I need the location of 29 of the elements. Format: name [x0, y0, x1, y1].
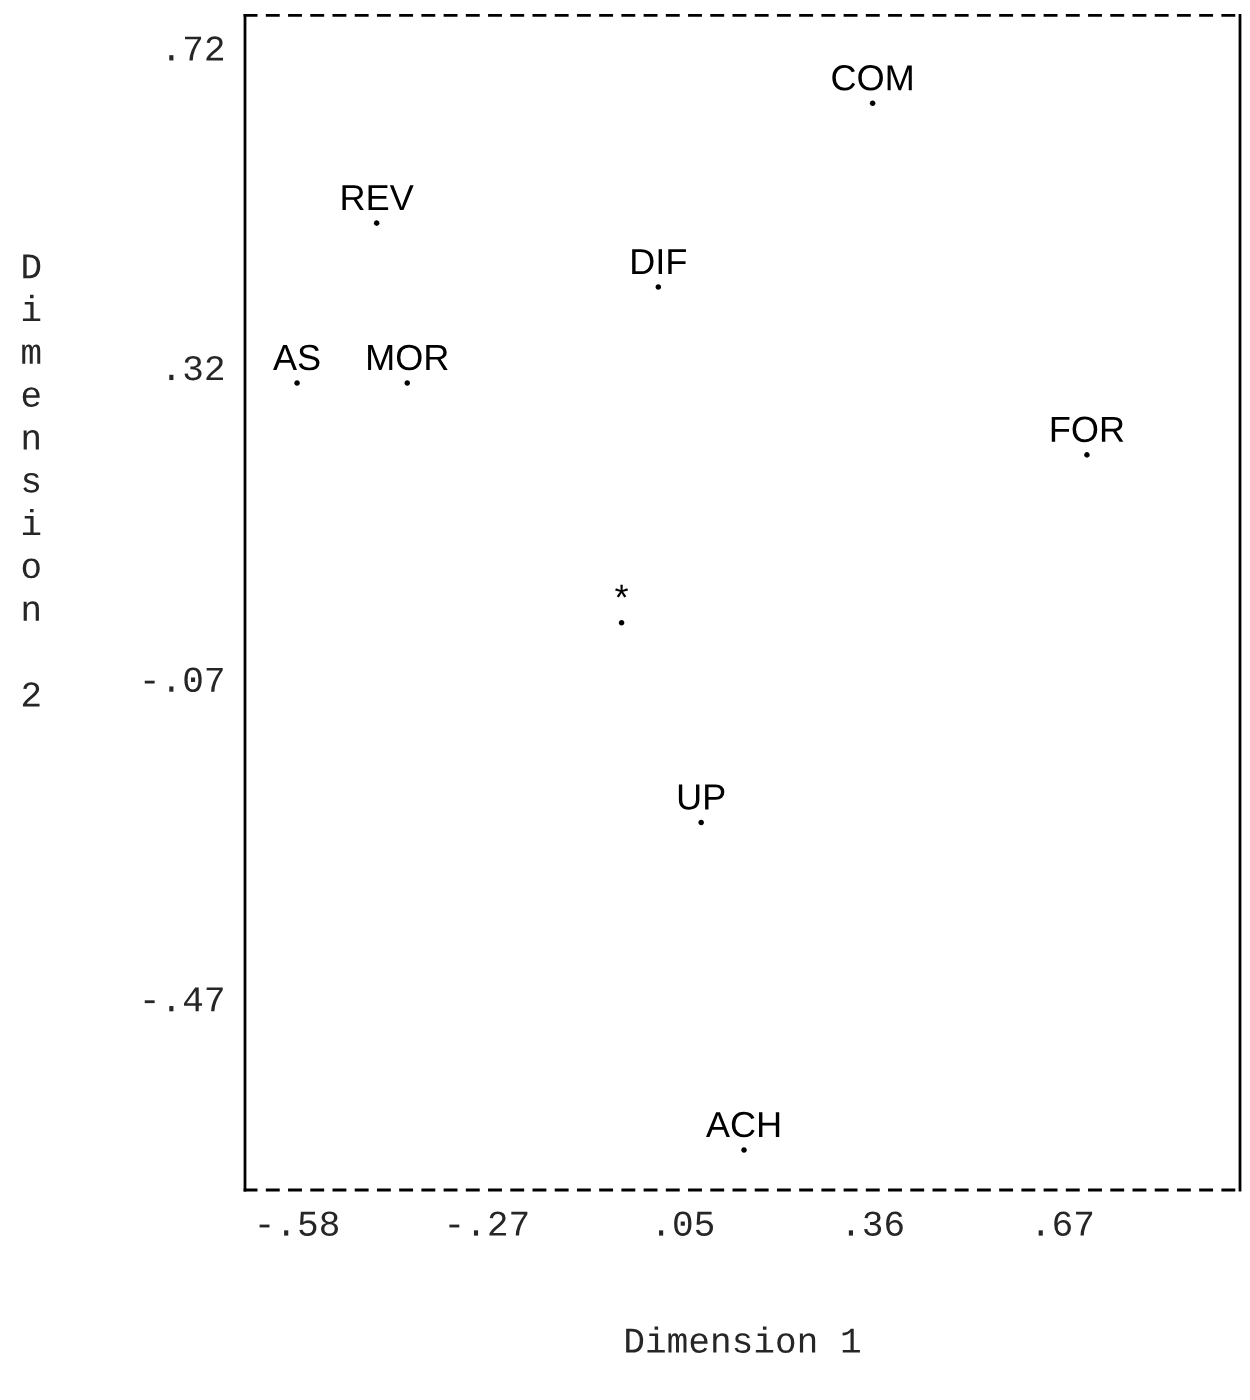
point — [869, 100, 876, 107]
point — [294, 380, 300, 386]
text: Dimension 2 — [22, 254, 41, 707]
point — [618, 619, 625, 626]
y-tick-label: -.47 — [144, 987, 223, 1012]
data-label: ACH — [705, 1111, 780, 1138]
x-tick-label: -.58 — [259, 1211, 338, 1236]
data-label: DIF — [632, 249, 686, 275]
data-label: UP — [678, 784, 725, 810]
point — [404, 380, 411, 386]
point — [698, 819, 704, 826]
x-axis-title: Dimension 1 — [626, 1326, 860, 1353]
data-label: REV — [342, 185, 414, 211]
point — [655, 284, 662, 290]
point — [373, 220, 380, 226]
x-tick-label: .67 — [1038, 1211, 1093, 1236]
data-label: AS — [273, 344, 320, 371]
point — [1084, 452, 1090, 458]
data-label: COM — [832, 65, 912, 91]
point — [741, 1147, 747, 1153]
y-tick-label: .72 — [169, 36, 223, 61]
y-tick-label: -.07 — [144, 667, 223, 693]
data-label: FOR — [1051, 416, 1124, 443]
x-tick-label: .36 — [848, 1211, 903, 1236]
y-tick-label: .32 — [169, 355, 223, 381]
x-tick-label: .05 — [659, 1211, 714, 1236]
x-tick-label: -.27 — [449, 1211, 528, 1236]
data-label: * — [615, 584, 629, 598]
data-label: MOR — [368, 344, 448, 371]
